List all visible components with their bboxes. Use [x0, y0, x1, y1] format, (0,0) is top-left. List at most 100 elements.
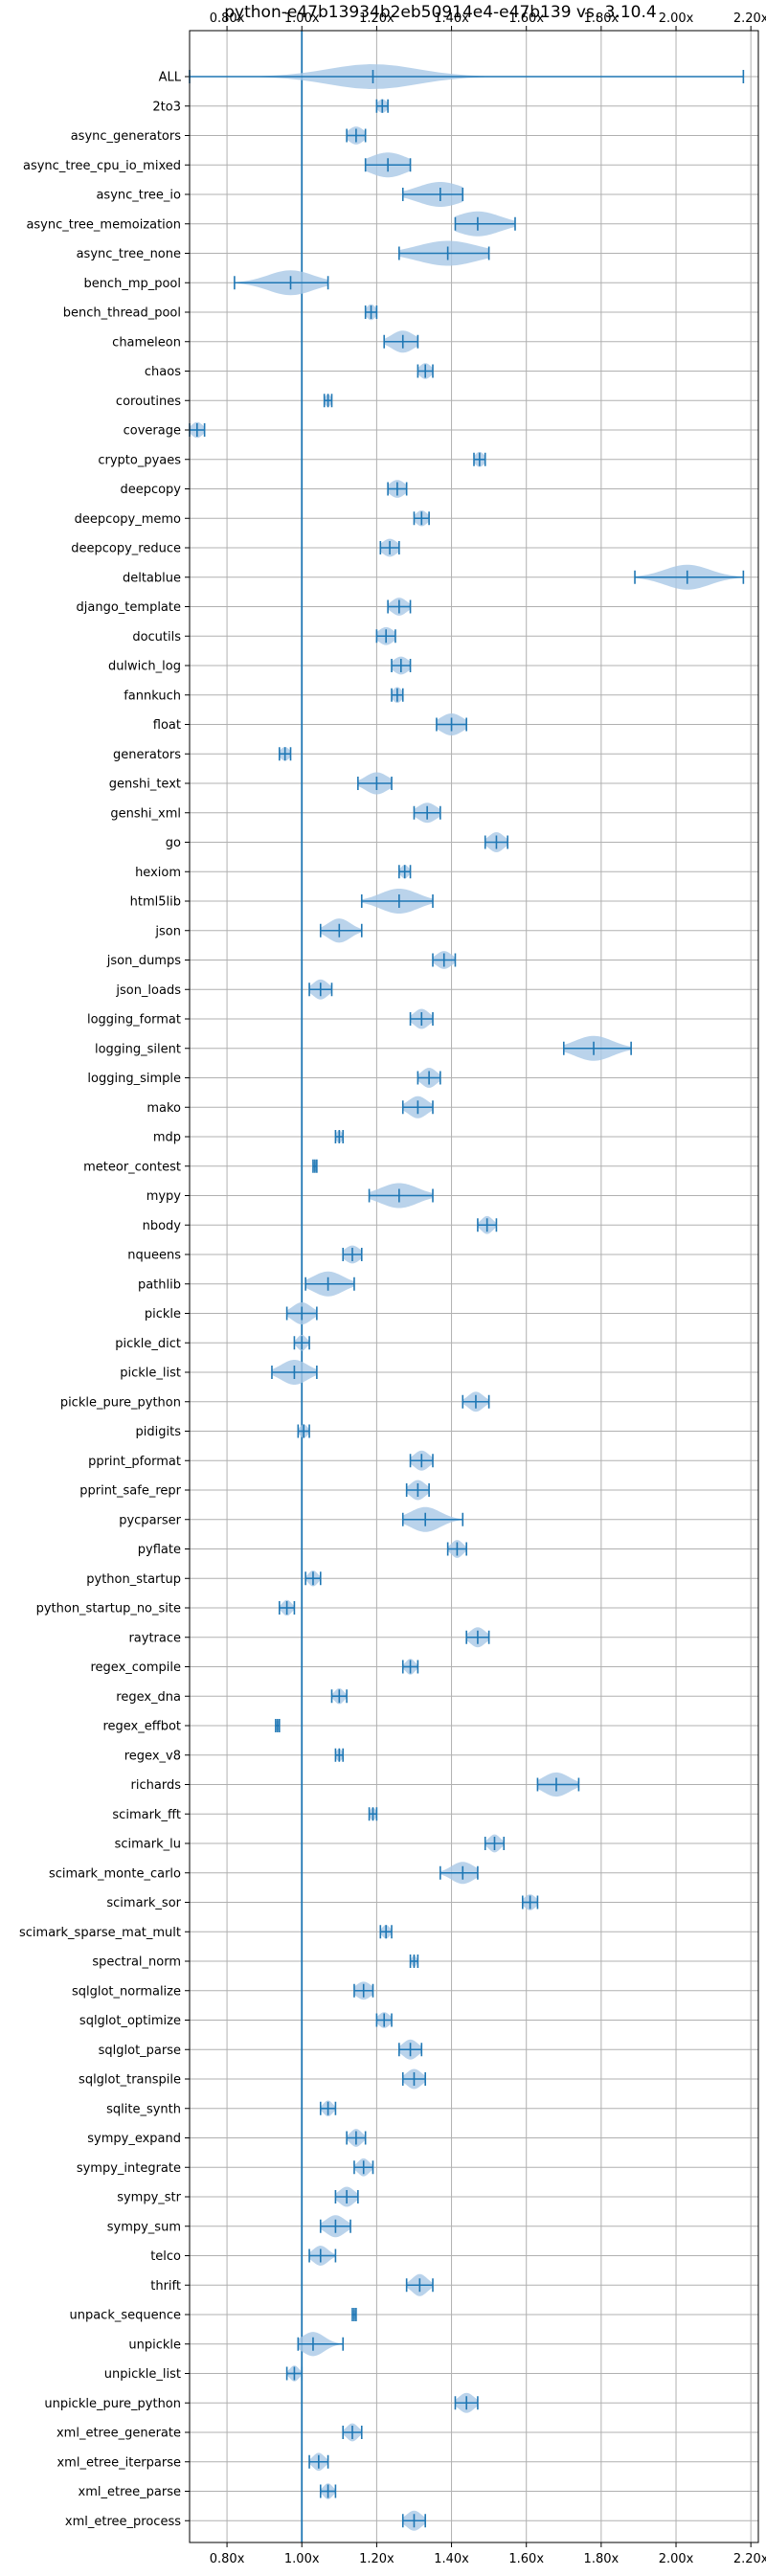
violin-async_tree_cpu_io_mixed: [364, 152, 412, 178]
violin-sqlite_synth: [319, 2100, 337, 2117]
y-tick-label: generators: [113, 748, 181, 762]
y-tick-label: scimark_sparse_mat_mult: [19, 1926, 181, 1940]
violin-thrift: [405, 2273, 434, 2296]
y-tick-label: fannkuch: [124, 689, 181, 703]
y-tick-label: unpickle_list: [104, 2367, 181, 2382]
y-tick-label: async_tree_none: [77, 247, 181, 261]
y-tick-label: async_tree_io: [96, 189, 181, 203]
violin-regex_effbot: [275, 1719, 281, 1732]
y-tick-label: xml_etree_parse: [79, 2485, 181, 2499]
violin-logging_silent: [562, 1035, 632, 1061]
violin-unpack_sequence: [351, 2308, 357, 2321]
violin-scimark_lu: [484, 1834, 506, 1853]
x-tick-label-top: 1.80x: [584, 11, 620, 26]
y-tick-label: bench_thread_pool: [63, 306, 181, 321]
y-tick-label: regex_compile: [90, 1661, 181, 1675]
y-tick-label: python_startup_no_site: [36, 1602, 181, 1616]
y-tick-label: xml_etree_iterparse: [56, 2455, 181, 2470]
y-tick-label: html5lib: [130, 895, 181, 910]
x-tick-label-top: 0.80x: [210, 11, 245, 26]
violin-python_startup: [304, 1570, 322, 1587]
y-tick-label: sqlglot_parse: [99, 2044, 181, 2058]
y-tick-label: unpickle_pure_python: [44, 2397, 181, 2411]
violin-json: [319, 918, 363, 943]
violin-ALL: [189, 64, 745, 89]
violin-sqlglot_normalize: [353, 1981, 374, 2000]
x-tick-label-top: 1.20x: [359, 11, 394, 26]
violin-bench_thread_pool: [364, 304, 378, 321]
violin-pickle: [285, 1301, 318, 1325]
violin-xml_etree_generate: [342, 2423, 363, 2442]
y-tick-label: scimark_fft: [112, 1808, 181, 1822]
y-tick-label: scimark_monte_carlo: [49, 1866, 181, 1881]
violin-xml_etree_process: [401, 2510, 426, 2531]
y-tick-label: django_template: [77, 600, 181, 615]
x-tick-label-top: 1.00x: [284, 11, 320, 26]
violin-json_dumps: [432, 951, 457, 969]
y-tick-label: mdp: [153, 1131, 181, 1145]
y-tick-label: pickle_dict: [115, 1337, 181, 1351]
violin-deltablue: [634, 564, 745, 590]
violin-regex_v8: [334, 1748, 345, 1762]
y-tick-label: json_loads: [115, 983, 181, 998]
violin-sympy_str: [334, 2186, 359, 2207]
violin-float: [436, 712, 467, 736]
violin-sympy_sum: [319, 2215, 351, 2238]
y-tick-label: mako: [146, 1101, 181, 1116]
violin-richards: [536, 1772, 580, 1797]
y-tick-label: richards: [131, 1778, 182, 1793]
y-tick-label: xml_etree_process: [65, 2515, 181, 2529]
violin-scimark_sor: [522, 1894, 539, 1910]
violin-regex_compile: [401, 1659, 419, 1675]
y-tick-label: spectral_norm: [92, 1955, 181, 1970]
violin-html5lib: [360, 889, 434, 914]
y-tick-label: pyflate: [138, 1543, 181, 1557]
y-tick-label: json: [154, 924, 181, 938]
violin-fannkuch: [391, 687, 404, 704]
violin-pickle_list: [271, 1360, 318, 1385]
y-tick-label: float: [153, 718, 181, 733]
chart-title: python-e47b13934b2eb50914e4-e47b139 vs. …: [224, 3, 656, 22]
y-tick-label: unpack_sequence: [69, 2309, 181, 2323]
violin-async_tree_memoization: [454, 211, 516, 237]
violin-spectral_norm: [409, 1955, 419, 1968]
y-tick-label: mypy: [146, 1189, 182, 1204]
y-tick-label: pickle_pure_python: [60, 1395, 181, 1410]
x-tick-label-bottom: 0.80x: [210, 2552, 245, 2566]
plot-frame: [189, 30, 759, 2543]
violin-dulwich_log: [391, 656, 412, 675]
y-tick-label: logging_simple: [87, 1072, 181, 1086]
violin-coverage: [189, 421, 206, 439]
y-tick-label: sympy_str: [117, 2191, 181, 2205]
violin-bench_mp_pool: [234, 270, 329, 296]
y-tick-label: pprint_pformat: [88, 1455, 181, 1469]
y-tick-label: deepcopy_reduce: [71, 542, 181, 556]
violin-sqlglot_transpile: [401, 2068, 426, 2090]
violin-mypy: [368, 1183, 434, 1209]
grid-layer: [185, 26, 758, 2547]
violin-json_loads: [308, 979, 333, 1000]
y-tick-label: bench_mp_pool: [83, 277, 181, 291]
violins-layer: [189, 64, 745, 2531]
y-tick-label: go: [166, 836, 181, 850]
y-tick-label: coverage: [124, 424, 181, 439]
violin-async_generators: [346, 126, 367, 145]
violin-generators: [278, 747, 292, 761]
violin-genshi_xml: [413, 802, 441, 824]
violin-xml_etree_iterparse: [308, 2452, 329, 2472]
x-tick-label-top: 2.00x: [659, 11, 694, 26]
violin-sqlglot_parse: [398, 2039, 423, 2060]
violin-scimark_fft: [368, 1807, 378, 1821]
violin-nbody: [477, 1215, 498, 1234]
y-tick-label: pprint_safe_repr: [79, 1484, 181, 1499]
violin-deepcopy_memo: [413, 509, 430, 527]
violin-xml_etree_parse: [319, 2483, 337, 2499]
violin-sympy_expand: [346, 2129, 367, 2147]
violin-nqueens: [342, 1245, 363, 1264]
tick-labels-layer: 0.80x 0.80x 1.00x 1.00x 1.20x 1.20x 1.40x 1.40x…: [19, 11, 766, 2566]
violin-logging_simple: [417, 1068, 441, 1088]
violin-pickle_dict: [293, 1334, 310, 1351]
y-tick-label: async_tree_cpu_io_mixed: [23, 159, 181, 173]
y-tick-label: pickle_list: [120, 1367, 181, 1381]
violin-pickle_pure_python: [462, 1391, 490, 1412]
